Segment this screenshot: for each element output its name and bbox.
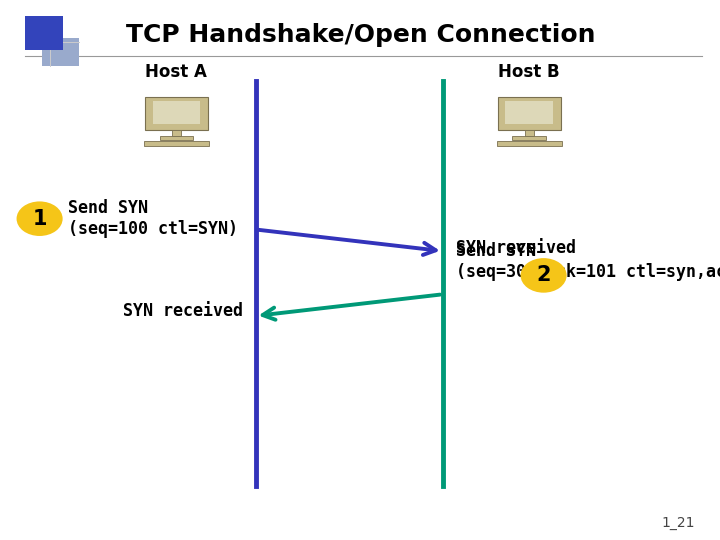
Bar xyxy=(160,136,193,140)
Bar xyxy=(145,97,208,130)
Text: SYN received: SYN received xyxy=(456,239,576,258)
Circle shape xyxy=(521,258,567,293)
Text: Host A: Host A xyxy=(145,63,207,81)
Bar xyxy=(153,101,200,124)
Text: SYN received: SYN received xyxy=(122,301,243,320)
Bar xyxy=(505,101,553,124)
Text: 1: 1 xyxy=(32,208,47,229)
Text: 1_21: 1_21 xyxy=(661,516,695,530)
Bar xyxy=(498,97,561,130)
Text: Send SYN
(seq=100 ctl=SYN): Send SYN (seq=100 ctl=SYN) xyxy=(68,199,238,238)
Bar xyxy=(144,141,209,146)
Bar xyxy=(513,136,546,140)
Circle shape xyxy=(17,201,63,236)
Bar xyxy=(497,141,562,146)
Bar xyxy=(525,130,534,136)
Bar xyxy=(25,16,63,50)
Text: TCP Handshake/Open Connection: TCP Handshake/Open Connection xyxy=(126,23,595,47)
Bar xyxy=(172,130,181,136)
Text: Host B: Host B xyxy=(498,63,560,81)
Text: 2: 2 xyxy=(536,265,551,286)
Bar xyxy=(42,38,79,66)
Text: Send SYN
(seq=300 ack=101 ctl=syn,ack): Send SYN (seq=300 ack=101 ctl=syn,ack) xyxy=(456,242,720,281)
